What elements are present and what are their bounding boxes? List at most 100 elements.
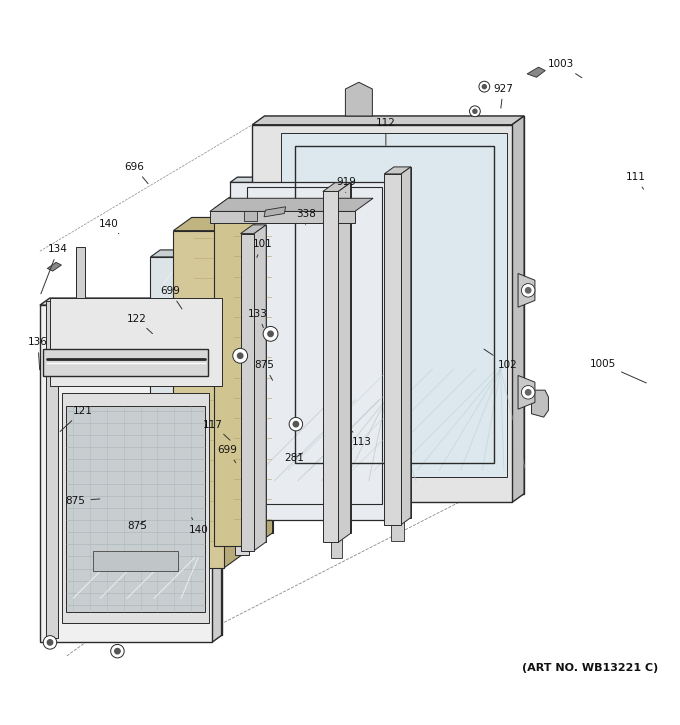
Circle shape (263, 326, 278, 341)
Text: (ART NO. WB13221 C): (ART NO. WB13221 C) (522, 663, 658, 673)
Polygon shape (384, 167, 411, 174)
Polygon shape (40, 298, 222, 305)
Circle shape (268, 331, 273, 336)
Polygon shape (241, 225, 266, 233)
Polygon shape (385, 177, 392, 520)
Polygon shape (150, 250, 187, 257)
Polygon shape (391, 521, 404, 542)
Polygon shape (241, 233, 254, 550)
Polygon shape (48, 262, 61, 271)
Text: 875: 875 (66, 496, 100, 506)
Text: 875: 875 (254, 360, 275, 381)
Polygon shape (243, 212, 257, 221)
Polygon shape (264, 207, 286, 217)
Text: 1003: 1003 (548, 59, 582, 78)
Polygon shape (40, 305, 212, 642)
Text: 927: 927 (493, 83, 513, 108)
Polygon shape (323, 191, 339, 542)
Polygon shape (46, 301, 58, 638)
Polygon shape (173, 218, 242, 231)
Text: 140: 140 (188, 518, 208, 535)
Circle shape (469, 106, 480, 117)
Polygon shape (532, 390, 548, 417)
Polygon shape (230, 177, 392, 183)
Circle shape (479, 81, 490, 92)
Polygon shape (335, 183, 350, 534)
Circle shape (473, 109, 477, 113)
Polygon shape (252, 116, 524, 125)
Polygon shape (76, 247, 85, 301)
Polygon shape (67, 406, 205, 612)
Circle shape (522, 283, 535, 297)
Polygon shape (230, 183, 385, 520)
Polygon shape (50, 298, 222, 386)
Polygon shape (394, 167, 411, 518)
Circle shape (522, 386, 535, 399)
Text: 122: 122 (126, 314, 152, 334)
Circle shape (482, 85, 486, 88)
Text: 111: 111 (626, 172, 645, 189)
Polygon shape (401, 167, 411, 525)
Text: 696: 696 (124, 162, 148, 183)
Polygon shape (252, 125, 512, 502)
Text: 140: 140 (99, 218, 119, 233)
Polygon shape (214, 209, 254, 546)
Polygon shape (173, 231, 224, 568)
Polygon shape (254, 196, 273, 546)
Text: 875: 875 (128, 521, 148, 531)
Polygon shape (50, 298, 222, 635)
Polygon shape (512, 116, 524, 502)
Text: 136: 136 (28, 337, 48, 370)
Circle shape (526, 288, 531, 293)
Circle shape (48, 639, 52, 645)
Polygon shape (177, 250, 187, 594)
Polygon shape (192, 218, 242, 555)
Circle shape (233, 348, 248, 363)
Polygon shape (214, 196, 273, 209)
Polygon shape (210, 198, 373, 212)
Polygon shape (254, 225, 266, 550)
Text: 281: 281 (284, 453, 304, 463)
Circle shape (526, 389, 531, 395)
Polygon shape (518, 376, 535, 409)
Polygon shape (212, 298, 222, 642)
Circle shape (115, 648, 120, 654)
Text: 121: 121 (60, 406, 92, 431)
Polygon shape (282, 133, 507, 477)
Circle shape (293, 421, 299, 427)
Polygon shape (93, 551, 177, 571)
Circle shape (289, 418, 303, 431)
Polygon shape (518, 273, 535, 307)
Polygon shape (150, 257, 177, 594)
Text: 133: 133 (248, 309, 268, 328)
Polygon shape (331, 538, 343, 558)
Text: 117: 117 (203, 420, 230, 440)
Circle shape (44, 636, 56, 649)
Circle shape (237, 353, 243, 358)
Text: 919: 919 (337, 177, 357, 192)
Text: 699: 699 (160, 286, 182, 309)
Text: 112: 112 (376, 118, 396, 145)
Polygon shape (210, 212, 355, 223)
Polygon shape (235, 218, 249, 555)
Polygon shape (339, 183, 350, 542)
Polygon shape (224, 218, 242, 568)
Polygon shape (232, 196, 273, 533)
Polygon shape (253, 225, 266, 542)
Polygon shape (323, 183, 350, 191)
Polygon shape (345, 82, 373, 116)
Polygon shape (527, 67, 545, 78)
Polygon shape (44, 349, 209, 376)
Polygon shape (237, 177, 392, 514)
Polygon shape (62, 392, 209, 624)
Text: 101: 101 (252, 239, 272, 257)
Circle shape (111, 645, 124, 658)
Polygon shape (265, 116, 524, 494)
Text: 338: 338 (296, 209, 316, 225)
Text: 134: 134 (41, 244, 68, 294)
Text: 699: 699 (217, 445, 237, 463)
Polygon shape (384, 174, 401, 525)
Text: 113: 113 (352, 431, 371, 447)
Text: 1005: 1005 (590, 359, 647, 383)
Text: 102: 102 (484, 349, 517, 370)
